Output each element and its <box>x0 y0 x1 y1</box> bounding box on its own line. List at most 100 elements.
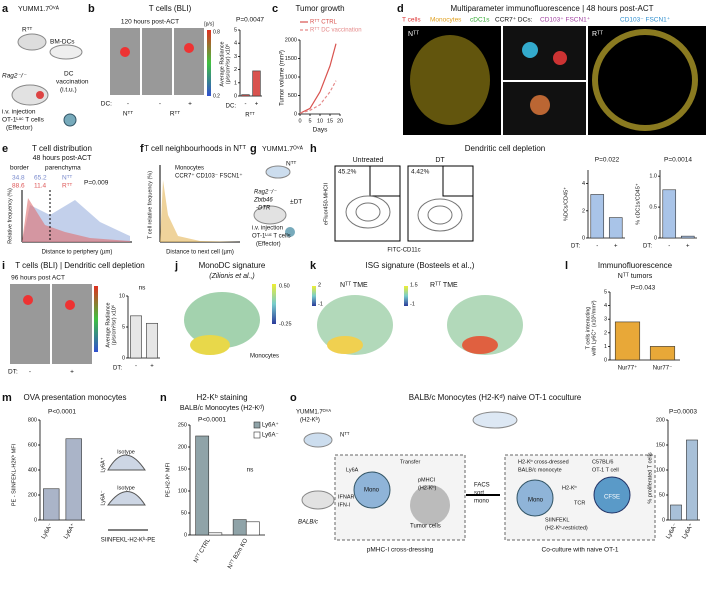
y-tick-label: 0 <box>122 355 125 361</box>
panel-letter: i <box>2 260 5 272</box>
label: OT-1ᴸᵘᶜ T cells <box>2 117 45 124</box>
label: Immunofluorescence <box>598 261 673 270</box>
label: (Zilionis et al.,) <box>209 273 255 280</box>
label: pMHC-I cross-dressing <box>367 547 434 554</box>
label: P<0.0001 <box>198 417 226 424</box>
bli-images-i <box>10 284 98 364</box>
x-tick-label: + <box>150 364 154 370</box>
curve-f <box>159 165 240 243</box>
label: CCR7⁺ CD103⁻ FSCN1⁺ <box>175 173 243 180</box>
label: Rᵀᵀ <box>592 31 603 38</box>
label: BALB/c <box>298 520 318 526</box>
label: BM-DCs <box>50 39 75 46</box>
label: - <box>127 101 129 108</box>
y-tick-label: 400 <box>28 467 37 473</box>
bar <box>686 439 698 521</box>
schematic-a <box>11 33 83 127</box>
legend-swatch <box>253 431 261 439</box>
x-tick-label: 15 <box>327 118 333 124</box>
label: Monocytes <box>175 166 204 172</box>
bar <box>241 94 250 97</box>
y-tick-label: 5 <box>234 27 237 33</box>
label: Ly6A <box>346 467 359 473</box>
label: 2 <box>318 282 321 288</box>
label: (i.t.u.) <box>60 87 77 94</box>
label: 120 hours post-ACT <box>121 19 179 26</box>
label: Average Radiance <box>105 302 111 347</box>
label: Nᵀᵀ <box>62 175 73 182</box>
label: % cDC1s/CD45⁺ <box>634 183 641 225</box>
label: 0.8 <box>213 29 220 35</box>
label: H2-Kᵇ <box>562 484 577 491</box>
y-tick-label: 3 <box>604 317 607 323</box>
label: eFluor450-MHCII <box>323 182 329 225</box>
y-tick-label: 2 <box>582 208 585 214</box>
bar <box>232 519 247 536</box>
panel-letter: k <box>310 260 317 272</box>
label: - <box>29 369 31 376</box>
label: Nᵀᵀ tumors <box>618 273 653 280</box>
y-tick-label: 1 <box>234 80 237 86</box>
label: DC <box>64 71 74 78</box>
label: Nᵀᵀ <box>340 432 350 439</box>
label: C57BL/6 <box>592 459 613 465</box>
x-tick-label: + <box>255 102 259 108</box>
y-tick-label: 4 <box>604 303 607 309</box>
label: Tumor growth <box>295 4 344 13</box>
label: Nᵀᵀ <box>123 111 134 118</box>
label: MonoDC signature <box>199 261 266 270</box>
label: 65.2 <box>34 175 47 182</box>
label: [p/s] <box>204 21 214 27</box>
x-tick-label: Nᵀᵀ B2m KO <box>226 537 249 570</box>
label: sort <box>474 491 484 497</box>
y-tick-label: 600 <box>28 442 37 448</box>
label: T cells (BLI) | Dendritic cell depletion <box>15 261 145 270</box>
panel-letter: m <box>2 392 12 404</box>
x-tick-label: 5 <box>308 118 311 124</box>
label: P=0.043 <box>631 285 656 292</box>
label: 0.2 <box>213 93 220 99</box>
panel-letter: h <box>310 143 317 155</box>
x-tick-label: - <box>245 102 247 108</box>
label: + <box>70 369 74 376</box>
bli-images-b <box>110 28 211 96</box>
schematic-o <box>301 411 656 541</box>
y-tick-label: 100 <box>178 488 187 494</box>
label: Isotype <box>117 485 135 491</box>
y-tick-label: 0 <box>234 93 237 99</box>
label: i.v. injection <box>2 109 36 116</box>
label: 45.2% <box>338 169 357 176</box>
label: YUMM1.7ᴼⱽᴬ <box>296 408 331 416</box>
label: Mono <box>364 488 380 494</box>
label: PE-H2-Kᵇ MFI <box>164 462 171 497</box>
label: % proliferated T cells <box>647 452 653 503</box>
label: P=0.0014 <box>664 157 692 164</box>
label: Rag2⁻/⁻ <box>2 73 27 80</box>
bar <box>608 217 623 239</box>
x-tick-label: Nur77⁺ <box>618 365 638 372</box>
label: P=0.0003 <box>669 409 697 416</box>
label: 0.50 <box>279 283 290 289</box>
y-tick-label: 1500 <box>285 56 297 62</box>
x-tick-label: + <box>686 244 690 250</box>
label: T cells <box>402 17 421 24</box>
label: PE - SIINFEKL-H2Kᵇ MFI <box>10 443 17 506</box>
bar <box>245 521 260 536</box>
label: T cell distribution <box>32 144 92 153</box>
y-tick-label: 4 <box>582 181 585 187</box>
y-tick-label: 800 <box>28 417 37 423</box>
label: 1.5 <box>410 282 418 288</box>
label: Multiparameter immunofluorescence | 48 h… <box>450 4 653 13</box>
bar <box>208 532 223 536</box>
label: Rᵀᵀ <box>62 183 73 190</box>
label: -0.25 <box>279 321 292 327</box>
label: Tumor volume (mm³) <box>280 50 286 106</box>
panel-letter: d <box>397 3 404 15</box>
label: TCR <box>574 500 585 506</box>
y-tick-label: 150 <box>656 442 665 448</box>
y-tick-label: 250 <box>178 422 187 428</box>
label: Tumor cells <box>410 524 441 530</box>
label: 34.8 <box>12 175 25 182</box>
panel-letter: a <box>2 3 9 15</box>
